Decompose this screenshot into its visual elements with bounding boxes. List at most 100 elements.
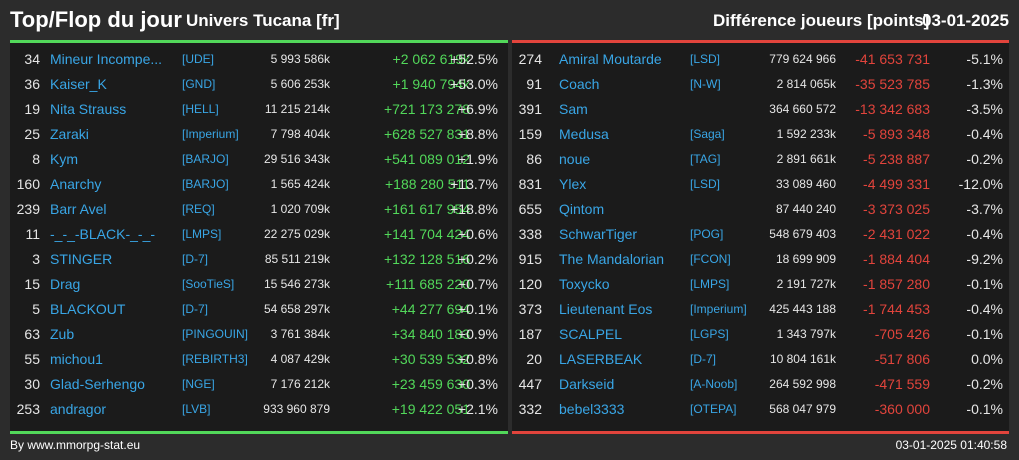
flop-alliance-tag[interactable]: [Saga]: [690, 127, 725, 141]
flop-alliance-tag[interactable]: [POG]: [690, 227, 724, 241]
flop-percent-change: -1.3%: [966, 76, 1003, 92]
top-player-name[interactable]: Glad-Serhengo: [50, 376, 145, 392]
flop-points: 2 891 661k: [776, 152, 836, 166]
flop-rank: 332: [518, 401, 542, 417]
flop-player-name[interactable]: LASERBEAK: [559, 351, 643, 367]
top-player-name[interactable]: Zaraki: [50, 126, 89, 142]
flop-row: 915 The Mandalorian [FCON] 18 699 909 -1 884…: [512, 247, 1009, 272]
flop-rank: 86: [526, 151, 542, 167]
top-alliance-tag[interactable]: [UDE]: [182, 52, 215, 66]
top-points-diff: +2 062 619k: [392, 51, 470, 67]
top-player-name[interactable]: Nita Strauss: [50, 101, 127, 117]
top-percent-change: +6.9%: [457, 101, 498, 117]
top-alliance-tag[interactable]: [NGE]: [182, 377, 215, 391]
top-alliance-tag[interactable]: [HELL]: [182, 102, 219, 116]
flop-percent-change: -0.1%: [966, 401, 1003, 417]
flop-player-name[interactable]: noue: [559, 151, 591, 167]
top-player-name[interactable]: Barr Avel: [50, 201, 107, 217]
top-player-name[interactable]: BLACKOUT: [50, 301, 126, 317]
flop-rank: 187: [518, 326, 542, 342]
flop-row: 86 noue [TAG] 2 891 661k -5 238 887 -0.2%: [512, 147, 1009, 172]
top-alliance-tag[interactable]: [GND]: [182, 77, 216, 91]
flop-player-name[interactable]: Amiral Moutarde: [559, 51, 662, 67]
top-alliance-tag[interactable]: [SooTieS]: [182, 277, 235, 291]
flop-points: 1 343 797k: [776, 327, 836, 341]
top-alliance-tag[interactable]: [REBIRTH3]: [182, 352, 248, 366]
top-player-name[interactable]: Kaiser_K: [50, 76, 107, 92]
flop-rank: 831: [518, 176, 542, 192]
top-row: 253 andragor [LVB] 933 960 879 +19 422 051 +2…: [10, 397, 508, 422]
flop-alliance-tag[interactable]: [A-Noob]: [690, 377, 738, 391]
flop-player-name[interactable]: bebel3333: [559, 401, 625, 417]
flop-alliance-tag[interactable]: [FCON]: [690, 252, 731, 266]
flop-alliance-tag[interactable]: [LSD]: [690, 52, 721, 66]
flop-points: 10 804 161k: [769, 352, 836, 366]
flop-row: 831 Ylex [LSD] 33 089 460 -4 499 331 -12.0%: [512, 172, 1009, 197]
flop-alliance-tag[interactable]: [LGPS]: [690, 327, 729, 341]
flop-points-diff: -705 426: [874, 326, 930, 342]
flop-percent-change: -5.1%: [966, 51, 1003, 67]
flop-player-name[interactable]: SCALPEL: [559, 326, 623, 342]
top-player-name[interactable]: -_-_-BLACK-_-_-: [50, 226, 156, 242]
top-row: 239 Barr Avel [REQ] 1 020 709k +161 617 954 +…: [10, 197, 508, 222]
flop-percent-change: -3.5%: [966, 101, 1003, 117]
top-player-name[interactable]: andragor: [50, 401, 107, 417]
flop-player-name[interactable]: Qintom: [559, 201, 605, 217]
flop-rank: 373: [518, 301, 542, 317]
top-alliance-tag[interactable]: [BARJO]: [182, 152, 229, 166]
flop-alliance-tag[interactable]: [D-7]: [690, 352, 717, 366]
flop-player-name[interactable]: Sam: [559, 101, 588, 117]
top-alliance-tag[interactable]: [D-7]: [182, 302, 209, 316]
top-player-name[interactable]: Drag: [50, 276, 81, 292]
flop-alliance-tag[interactable]: [LMPS]: [690, 277, 730, 291]
top-players-panel: 34 Mineur Incompe... [UDE] 5 993 586k +2 062…: [10, 40, 508, 434]
flop-alliance-tag[interactable]: [Imperium]: [690, 302, 747, 316]
top-percent-change: +18.8%: [450, 201, 498, 217]
top-row: 11 -_-_-BLACK-_-_- [LMPS] 22 275 029k +141 7…: [10, 222, 508, 247]
top-alliance-tag[interactable]: [Imperium]: [182, 127, 239, 141]
top-alliance-tag[interactable]: [PINGOUIN]: [182, 327, 249, 341]
flop-player-name[interactable]: Lieutenant Eos: [559, 301, 653, 317]
difference-label: Différence joueurs [points]: [713, 11, 930, 30]
flop-alliance-tag[interactable]: [LSD]: [690, 177, 721, 191]
top-player-name[interactable]: Mineur Incompe...: [50, 51, 163, 67]
flop-player-name[interactable]: The Mandalorian: [559, 251, 665, 267]
top-alliance-tag[interactable]: [D-7]: [182, 252, 209, 266]
flop-alliance-tag[interactable]: [N-W]: [690, 77, 721, 91]
top-rank: 55: [24, 351, 40, 367]
flop-player-name[interactable]: Coach: [559, 76, 600, 92]
flop-alliance-tag[interactable]: [TAG]: [690, 152, 721, 166]
top-alliance-tag[interactable]: [LVB]: [182, 402, 211, 416]
top-alliance-tag[interactable]: [REQ]: [182, 202, 215, 216]
flop-row: 447 Darkseid [A-Noob] 264 592 998 -471 559 -0…: [512, 372, 1009, 397]
top-rank: 34: [24, 51, 40, 67]
top-percent-change: +53.0%: [450, 76, 498, 92]
top-player-name[interactable]: Kym: [50, 151, 78, 167]
flop-points-diff: -1 744 453: [863, 301, 930, 317]
top-rank: 160: [16, 176, 40, 192]
flop-alliance-tag[interactable]: [OTEPA]: [690, 402, 737, 416]
top-points-diff: +34 840 183: [391, 326, 470, 342]
top-alliance-tag[interactable]: [LMPS]: [182, 227, 222, 241]
flop-points-diff: -4 499 331: [863, 176, 930, 192]
flop-player-name[interactable]: Ylex: [559, 176, 587, 192]
flop-points: 364 660 572: [769, 102, 836, 116]
page-title: Top/Flop du jour: [10, 7, 182, 32]
flop-player-name[interactable]: SchwarTiger: [559, 226, 638, 242]
flop-rank: 915: [518, 251, 542, 267]
flop-player-name[interactable]: Medusa: [559, 126, 609, 142]
flop-rank: 91: [526, 76, 542, 92]
flop-player-name[interactable]: Toxycko: [559, 276, 610, 292]
top-points-diff: +188 280 511: [385, 176, 470, 192]
top-player-name[interactable]: Anarchy: [50, 176, 102, 192]
flop-rank: 159: [518, 126, 542, 142]
flop-player-name[interactable]: Darkseid: [559, 376, 615, 392]
top-alliance-tag[interactable]: [BARJO]: [182, 177, 229, 191]
top-player-name[interactable]: michou1: [50, 351, 103, 367]
flop-points-diff: -471 559: [874, 376, 930, 392]
top-player-name[interactable]: STINGER: [50, 251, 113, 267]
flop-row: 655 Qintom 87 440 240 -3 373 025 -3.7%: [512, 197, 1009, 222]
flop-row: 120 Toxycko [LMPS] 2 191 727k -1 857 280 -0.1…: [512, 272, 1009, 297]
top-player-name[interactable]: Zub: [50, 326, 75, 342]
top-points-diff: +721 173 278: [383, 101, 470, 117]
